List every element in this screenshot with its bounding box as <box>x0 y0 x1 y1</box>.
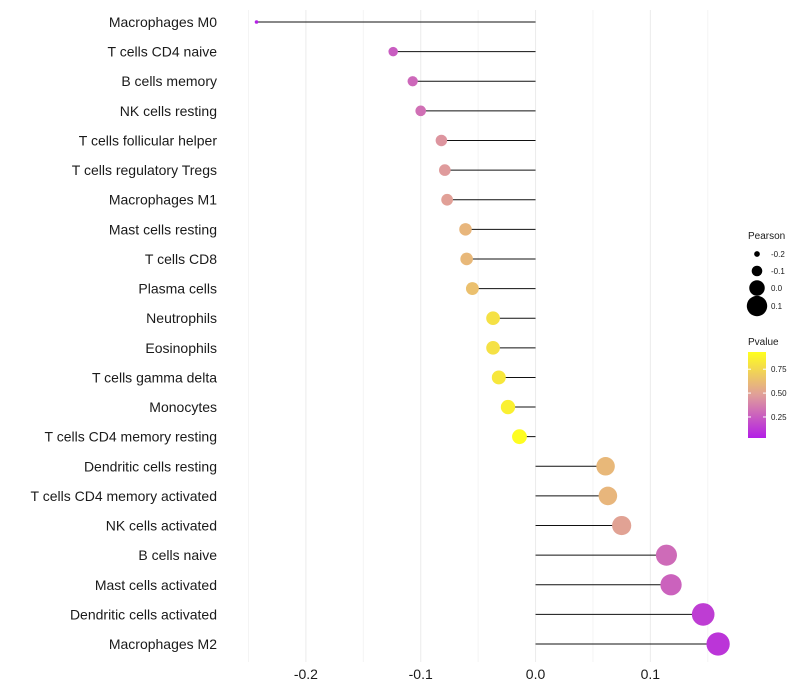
category-label: Macrophages M1 <box>109 192 217 208</box>
lollipop-point <box>491 370 506 385</box>
color-legend-label: 0.50 <box>771 389 787 398</box>
category-label: Mast cells activated <box>95 577 217 593</box>
lollipop-point <box>486 340 500 355</box>
lollipop-point <box>691 603 715 626</box>
color-legend-bar <box>748 352 766 438</box>
category-label: T cells CD4 memory activated <box>31 488 217 504</box>
size-legend-key <box>749 280 765 296</box>
lollipop-point <box>660 574 682 596</box>
category-label: Plasma cells <box>138 281 217 297</box>
lollipop-point <box>435 134 448 147</box>
category-label: NK cells resting <box>120 103 217 119</box>
color-legend-title: Pvalue <box>748 337 779 348</box>
category-label: Neutrophils <box>146 310 217 326</box>
lollipop-point <box>459 223 472 236</box>
size-legend-key <box>751 265 763 277</box>
size-legend-key <box>754 251 760 257</box>
category-label: Monocytes <box>149 399 217 415</box>
x-tick-label: 0.0 <box>526 666 546 682</box>
lollipop-point <box>598 486 618 506</box>
lollipop-point <box>706 632 730 656</box>
category-label: Dendritic cells resting <box>84 458 217 474</box>
color-legend-label: 0.75 <box>771 365 787 374</box>
lollipop-point <box>407 76 418 87</box>
category-label: B cells naive <box>138 547 217 563</box>
size-legend-label: 0.1 <box>771 302 783 311</box>
lollipop-point <box>596 457 615 476</box>
lollipop-point <box>500 399 516 415</box>
lollipop-point <box>254 20 259 24</box>
category-label: T cells gamma delta <box>92 369 217 385</box>
category-label: B cells memory <box>121 73 217 89</box>
x-tick-label: -0.1 <box>409 666 433 682</box>
category-label: Dendritic cells activated <box>70 606 217 622</box>
lollipop-point <box>655 544 677 566</box>
size-legend-key <box>746 295 768 317</box>
x-tick-label: -0.2 <box>294 666 318 682</box>
lollipop-point <box>486 311 500 326</box>
category-label: T cells CD8 <box>145 251 217 267</box>
color-legend-label: 0.25 <box>771 413 787 422</box>
lollipop-point <box>439 164 451 176</box>
lollipop-point <box>441 193 453 206</box>
category-label: T cells regulatory Tregs <box>72 162 217 178</box>
size-legend-label: -0.2 <box>771 250 785 259</box>
category-label: Mast cells resting <box>109 221 217 237</box>
lollipop-point <box>612 515 632 536</box>
size-legend-label: 0.0 <box>771 284 783 293</box>
category-label: NK cells activated <box>106 518 217 534</box>
lollipop-point <box>415 105 427 117</box>
x-tick-label: 0.1 <box>641 666 661 682</box>
category-label: T cells CD4 memory resting <box>45 429 217 445</box>
lollipop-point <box>388 46 398 57</box>
size-legend-label: -0.1 <box>771 267 785 276</box>
lollipop-point <box>465 282 479 295</box>
category-label: Macrophages M2 <box>109 636 217 652</box>
category-label: T cells follicular helper <box>79 132 218 148</box>
lollipop-point <box>460 252 473 266</box>
category-label: Macrophages M0 <box>109 14 217 30</box>
category-label: Eosinophils <box>145 340 217 356</box>
category-label: T cells CD4 naive <box>108 44 218 60</box>
size-legend-title: Pearson <box>748 231 785 242</box>
lollipop-point <box>512 429 527 445</box>
